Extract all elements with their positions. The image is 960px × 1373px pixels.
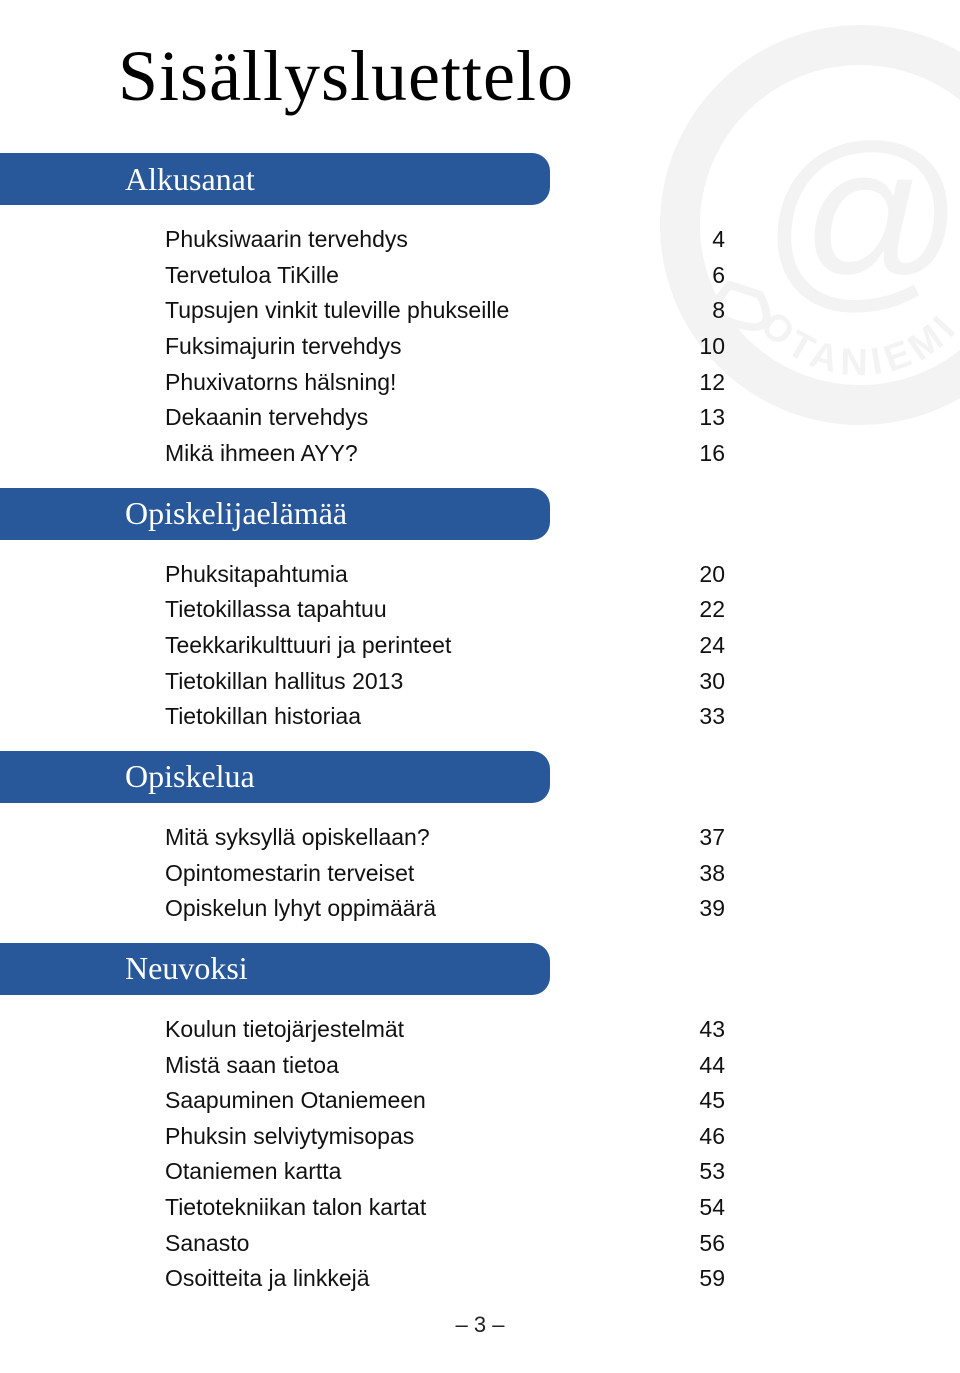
toc-entry: Dekaanin tervehdys13 xyxy=(165,401,725,434)
toc-entry-label: Tietotekniikan talon kartat xyxy=(165,1191,685,1224)
toc-entries: Koulun tietojärjestelmät43Mistä saan tie… xyxy=(165,1013,725,1295)
toc-entry-page: 54 xyxy=(685,1191,725,1224)
toc-entry-page: 38 xyxy=(685,857,725,890)
toc-entry-page: 4 xyxy=(685,223,725,256)
toc-entry-label: Saapuminen Otaniemeen xyxy=(165,1084,685,1117)
toc-entry: Tietokillan hallitus 201330 xyxy=(165,665,725,698)
toc-entry-page: 10 xyxy=(685,330,725,363)
toc-entry: Mitä syksyllä opiskellaan?37 xyxy=(165,821,725,854)
toc-entry-page: 33 xyxy=(685,700,725,733)
toc-entry: Tietotekniikan talon kartat54 xyxy=(165,1191,725,1224)
section-heading: Alkusanat xyxy=(0,153,550,205)
toc-entry-label: Teekkarikulttuuri ja perinteet xyxy=(165,629,685,662)
toc-entry-label: Koulun tietojärjestelmät xyxy=(165,1013,685,1046)
toc-entry-page: 59 xyxy=(685,1262,725,1295)
toc-entry: Sanasto56 xyxy=(165,1227,725,1260)
toc-entries: Mitä syksyllä opiskellaan?37Opintomestar… xyxy=(165,821,725,925)
toc-entry: Fuksimajurin tervehdys10 xyxy=(165,330,725,363)
toc-entry: Opiskelun lyhyt oppimäärä39 xyxy=(165,892,725,925)
toc-entry-label: Opintomestarin terveiset xyxy=(165,857,685,890)
toc-entry: Tervetuloa TiKille6 xyxy=(165,259,725,292)
toc-entry-label: Mitä syksyllä opiskellaan? xyxy=(165,821,685,854)
toc-entry: Tietokillan historiaa33 xyxy=(165,700,725,733)
toc-entry: Phuxivatorns hälsning!12 xyxy=(165,366,725,399)
toc-entry-label: Dekaanin tervehdys xyxy=(165,401,685,434)
section-heading: Neuvoksi xyxy=(0,943,550,995)
page-title: Sisällysluettelo xyxy=(118,35,960,118)
toc-entries: Phuksitapahtumia20Tietokillassa tapahtuu… xyxy=(165,558,725,733)
toc-entry-label: Fuksimajurin tervehdys xyxy=(165,330,685,363)
toc-entry-label: Opiskelun lyhyt oppimäärä xyxy=(165,892,685,925)
toc-entry-page: 16 xyxy=(685,437,725,470)
toc-entry: Phuksiwaarin tervehdys4 xyxy=(165,223,725,256)
toc-entry-label: Osoitteita ja linkkejä xyxy=(165,1262,685,1295)
toc-entry: Teekkarikulttuuri ja perinteet24 xyxy=(165,629,725,662)
toc-entry: Osoitteita ja linkkejä59 xyxy=(165,1262,725,1295)
toc-entry-label: Tupsujen vinkit tuleville phukseille xyxy=(165,294,685,327)
toc-entry: Mistä saan tietoa44 xyxy=(165,1049,725,1082)
toc-entry-label: Sanasto xyxy=(165,1227,685,1260)
toc-entry-label: Phuksiwaarin tervehdys xyxy=(165,223,685,256)
toc-entry-page: 30 xyxy=(685,665,725,698)
toc-entry-label: Phuksitapahtumia xyxy=(165,558,685,591)
toc-page: TIETOKILTA OTANIEMI @ Sisällysluettelo A… xyxy=(0,35,960,1373)
section-heading: Opiskelua xyxy=(0,751,550,803)
watermark-glyph: @ xyxy=(758,105,960,328)
toc-entry: Opintomestarin terveiset38 xyxy=(165,857,725,890)
toc-entry-label: Tietokillan historiaa xyxy=(165,700,685,733)
toc-entry-page: 24 xyxy=(685,629,725,662)
toc-entries: Phuksiwaarin tervehdys4Tervetuloa TiKill… xyxy=(165,223,725,470)
toc-entry-page: 12 xyxy=(685,366,725,399)
toc-entry-label: Tietokillassa tapahtuu xyxy=(165,593,685,626)
toc-entry-label: Tietokillan hallitus 2013 xyxy=(165,665,685,698)
page-number-footer: – 3 – xyxy=(0,1312,960,1338)
toc-entry-page: 6 xyxy=(685,259,725,292)
toc-entry-page: 39 xyxy=(685,892,725,925)
toc-entry-label: Tervetuloa TiKille xyxy=(165,259,685,292)
toc-entry-page: 37 xyxy=(685,821,725,854)
toc-entry-label: Mikä ihmeen AYY? xyxy=(165,437,685,470)
toc-entry: Otaniemen kartta53 xyxy=(165,1155,725,1188)
toc-entry: Saapuminen Otaniemeen45 xyxy=(165,1084,725,1117)
toc-entry: Mikä ihmeen AYY?16 xyxy=(165,437,725,470)
toc-entry: Tietokillassa tapahtuu22 xyxy=(165,593,725,626)
toc-entry: Phuksin selviytymisopas46 xyxy=(165,1120,725,1153)
toc-entry-page: 46 xyxy=(685,1120,725,1153)
toc-entry-label: Phuxivatorns hälsning! xyxy=(165,366,685,399)
section-heading: Opiskelijaelämää xyxy=(0,488,550,540)
toc-entry-label: Otaniemen kartta xyxy=(165,1155,685,1188)
toc-entry-page: 43 xyxy=(685,1013,725,1046)
toc-entry-page: 13 xyxy=(685,401,725,434)
toc-entry-page: 22 xyxy=(685,593,725,626)
toc-entry-label: Phuksin selviytymisopas xyxy=(165,1120,685,1153)
toc-entry-page: 53 xyxy=(685,1155,725,1188)
toc-entry-page: 44 xyxy=(685,1049,725,1082)
toc-entry: Koulun tietojärjestelmät43 xyxy=(165,1013,725,1046)
toc-entry-page: 45 xyxy=(685,1084,725,1117)
toc-entry-page: 20 xyxy=(685,558,725,591)
toc-entry: Tupsujen vinkit tuleville phukseille8 xyxy=(165,294,725,327)
toc-entry-label: Mistä saan tietoa xyxy=(165,1049,685,1082)
toc-entry-page: 56 xyxy=(685,1227,725,1260)
toc-entry: Phuksitapahtumia20 xyxy=(165,558,725,591)
toc-entry-page: 8 xyxy=(685,294,725,327)
